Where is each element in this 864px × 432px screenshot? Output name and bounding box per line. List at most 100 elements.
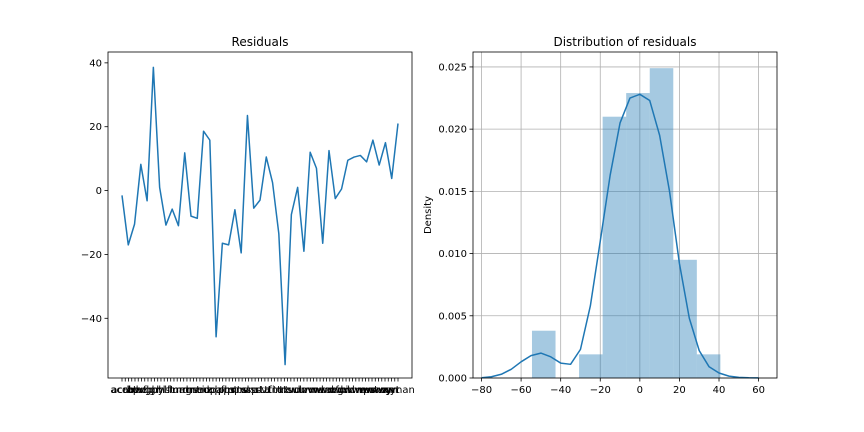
x-tick-label: ts (283, 385, 292, 396)
distribution-y-axis-label: Density (423, 196, 434, 234)
x-tick-label: lf (164, 385, 171, 396)
y-tick-label: 20 (89, 122, 102, 133)
x-tick-label: wr (359, 385, 372, 396)
x-tick-label: mn (179, 385, 195, 396)
x-tick-label: ww (370, 385, 386, 396)
x-tick-label: yn (385, 385, 397, 396)
distribution-y-ticks: 0.000 0.005 0.010 0.015 0.020 0.025 (438, 62, 473, 385)
x-tick-label: −60 (511, 385, 532, 396)
x-tick-label: wv (368, 385, 382, 396)
distribution-grid (473, 52, 777, 379)
histogram-bar (579, 354, 603, 378)
x-tick-label: ec (136, 385, 148, 396)
x-tick-label: pl (218, 385, 227, 396)
distribution-axes-frame (472, 51, 778, 379)
y-tick-label: −20 (81, 250, 102, 261)
x-tick-label: 40 (713, 385, 726, 396)
histogram-bar (626, 93, 650, 378)
x-tick-label: wg (329, 385, 344, 396)
x-tick-label: yt (390, 385, 400, 396)
x-tick-label: ne (190, 385, 203, 396)
x-tick-label: zaman (381, 385, 415, 396)
x-tick-label: ms (183, 385, 198, 396)
x-tick-label: tm (268, 385, 282, 396)
x-tick-label: wt (366, 385, 378, 396)
x-tick-label: ul (293, 385, 302, 396)
x-tick-label: fp (143, 385, 153, 396)
x-tick-label: uv (301, 385, 313, 396)
residuals-line (121, 66, 399, 366)
x-tick-label: mt (187, 385, 201, 396)
y-tick-label: 0.005 (438, 311, 467, 322)
x-tick-label: lu (169, 385, 178, 396)
x-tick-label: hy (152, 385, 164, 396)
x-tick-label: sp (246, 385, 258, 396)
x-tick-label: wn (349, 385, 364, 396)
x-tick-label: nd (197, 385, 210, 396)
distribution-panel: Distribution of residuals 0.000 0.005 0.01… (423, 35, 778, 396)
y-tick-label: 0.010 (438, 249, 467, 260)
x-tick-label: ni (195, 385, 204, 396)
x-tick-label: md (172, 385, 188, 396)
x-tick-label: xn (382, 385, 394, 396)
x-tick-label: −80 (471, 385, 492, 396)
x-tick-label: −20 (590, 385, 611, 396)
x-tick-label: ma (169, 385, 185, 396)
x-tick-label: ps (223, 385, 235, 396)
x-tick-label: hl (156, 385, 165, 396)
x-tick-label: 60 (752, 385, 765, 396)
x-tick-label: gp (145, 385, 158, 396)
x-tick-label: wm (344, 385, 362, 396)
x-tick-label: wa (310, 385, 324, 396)
distribution-x-ticks: −80 −60 −40 −20 0 20 40 60 (471, 378, 765, 396)
x-tick-label: wc (316, 385, 330, 396)
residuals-x-ticks: accaacropabbtbwdvecelfpgpgrhyhlhslfltlum… (110, 378, 415, 396)
x-tick-label: ws (362, 385, 375, 396)
x-tick-label: dv (132, 385, 144, 396)
y-tick-label: 0.000 (438, 374, 467, 385)
x-tick-label: wh (332, 385, 347, 396)
x-tick-label: tw (285, 385, 297, 396)
x-tick-label: el (140, 385, 149, 396)
x-tick-label: un (294, 385, 307, 396)
x-tick-label: wi (337, 385, 348, 396)
x-tick-label: pf (214, 385, 224, 396)
residuals-y-ticks: −40 −20 0 20 40 (81, 58, 108, 325)
residuals-panel: Residuals −40 −20 0 20 40 accaacropabbtbwdve… (81, 35, 415, 396)
residual-points (121, 67, 399, 365)
x-tick-label: sn (243, 385, 255, 396)
x-tick-label: ud (288, 385, 301, 396)
x-tick-label: tr (277, 385, 286, 396)
y-tick-label: 0 (96, 186, 102, 197)
x-tick-label: hs (158, 385, 170, 396)
x-tick-label: wd (319, 385, 334, 396)
x-tick-label: acrop (111, 385, 139, 396)
x-tick-label: ur (299, 385, 310, 396)
x-tick-label: ab (122, 385, 134, 396)
x-tick-label: mg (176, 385, 192, 396)
y-tick-label: 0.015 (438, 187, 467, 198)
y-tick-label: 0.020 (438, 125, 467, 136)
x-tick-label: nz (201, 385, 213, 396)
x-tick-label: bw (128, 385, 143, 396)
y-tick-label: 40 (89, 58, 102, 69)
x-tick-label: bt (127, 385, 137, 396)
x-tick-label: ta (260, 385, 270, 396)
x-tick-label: sr (250, 385, 260, 396)
x-tick-label: tf (264, 385, 272, 396)
y-tick-label: −40 (81, 314, 102, 325)
histogram-bars (531, 68, 721, 379)
x-tick-label: vn (307, 385, 319, 396)
histogram-bar (673, 259, 697, 378)
x-tick-label: ti (268, 385, 275, 396)
x-tick-label: st (254, 385, 263, 396)
x-tick-label: acca (110, 385, 133, 396)
y-tick-label: 0.025 (438, 62, 467, 73)
x-tick-label: wp (355, 385, 370, 396)
distribution-title: Distribution of residuals (553, 35, 696, 49)
residuals-title: Residuals (232, 35, 289, 49)
x-tick-label: rw (236, 385, 248, 396)
residuals-axes-frame (107, 51, 413, 379)
x-tick-label: lt (167, 385, 174, 396)
